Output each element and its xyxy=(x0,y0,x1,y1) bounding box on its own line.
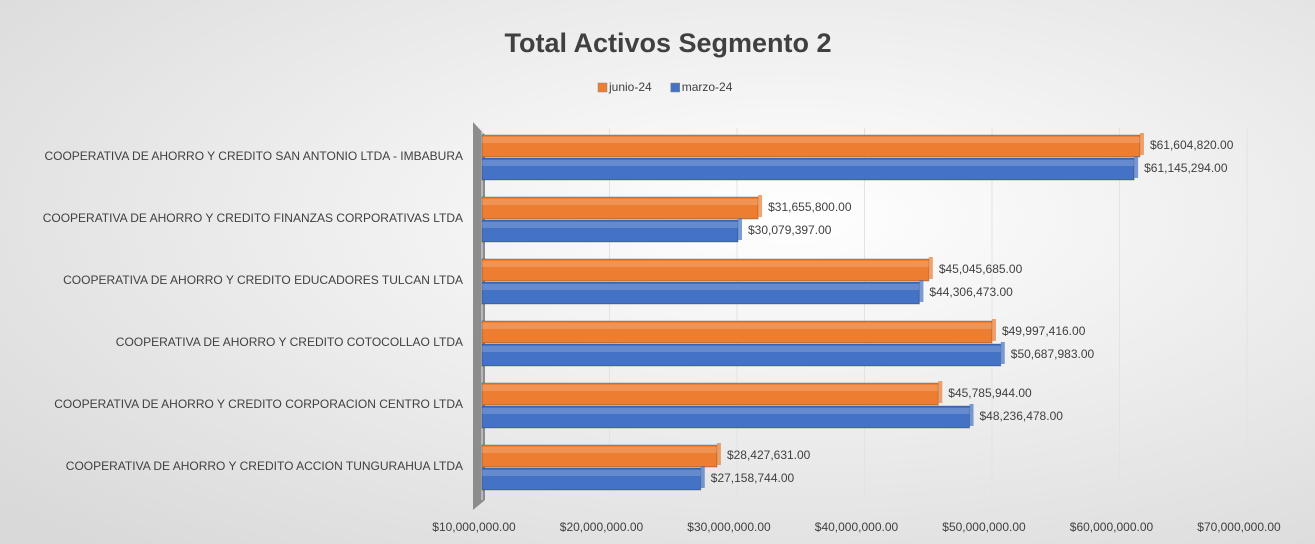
legend-swatch xyxy=(670,82,680,93)
data-label: $61,604,820.00 xyxy=(1150,138,1234,152)
bar-highlight xyxy=(482,447,717,453)
y-tick-label: COOPERATIVA DE AHORRO Y CREDITO SAN ANTO… xyxy=(44,149,463,163)
bar-end xyxy=(991,319,996,341)
bar xyxy=(481,382,939,406)
data-label: $44,306,473.00 xyxy=(929,285,1013,299)
data-label: $31,655,800.00 xyxy=(768,200,852,214)
data-label: $48,236,478.00 xyxy=(980,409,1064,423)
bar-end xyxy=(1139,133,1144,155)
bar-end xyxy=(700,466,705,488)
x-tick-label: $40,000,000.00 xyxy=(815,520,899,534)
y-tick-label: COOPERATIVA DE AHORRO Y CREDITO EDUCADOR… xyxy=(63,273,463,287)
bar-highlight xyxy=(482,160,1135,166)
bar-highlight xyxy=(482,385,939,391)
bar-end xyxy=(919,280,924,302)
data-label: $30,079,397.00 xyxy=(748,223,832,237)
y-tick-label: COOPERATIVA DE AHORRO Y CREDITO ACCION T… xyxy=(66,459,463,473)
bar-highlight xyxy=(482,222,739,228)
bar-highlight xyxy=(482,284,920,290)
legend-label: marzo-24 xyxy=(682,80,733,94)
data-label: $49,997,416.00 xyxy=(1002,324,1086,338)
bar-end xyxy=(938,381,943,403)
bar-highlight xyxy=(482,137,1140,143)
x-tick-label: $50,000,000.00 xyxy=(942,520,1026,534)
data-label: $45,785,944.00 xyxy=(948,386,1032,400)
data-label: $28,427,631.00 xyxy=(727,448,811,462)
bar-highlight xyxy=(482,346,1001,352)
x-tick-label: $30,000,000.00 xyxy=(687,520,771,534)
legend-label: junio-24 xyxy=(608,80,652,94)
bar-end xyxy=(928,257,933,279)
bar-end xyxy=(969,404,974,426)
y-tick-label: COOPERATIVA DE AHORRO Y CREDITO CORPORAC… xyxy=(54,397,463,411)
chart-title: Total Activos Segmento 2 xyxy=(504,28,831,58)
data-label: $50,687,983.00 xyxy=(1011,347,1095,361)
y-tick-label: COOPERATIVA DE AHORRO Y CREDITO COTOCOLL… xyxy=(116,335,463,349)
data-label: $45,045,685.00 xyxy=(939,262,1023,276)
bar-highlight xyxy=(482,470,701,476)
bar-end xyxy=(738,218,743,240)
y-tick-label: COOPERATIVA DE AHORRO Y CREDITO FINANZAS… xyxy=(43,211,463,225)
bar-highlight xyxy=(482,199,759,205)
x-tick-label: $10,000,000.00 xyxy=(432,520,516,534)
x-tick-label: $60,000,000.00 xyxy=(1070,520,1154,534)
bar-end xyxy=(1000,342,1005,364)
bar-end xyxy=(1134,156,1139,178)
legend-swatch xyxy=(597,82,608,93)
x-tick-label: $70,000,000.00 xyxy=(1197,520,1281,534)
bar-end xyxy=(758,195,763,217)
bar-highlight xyxy=(482,323,992,329)
bar-end xyxy=(716,443,721,465)
x-tick-label: $20,000,000.00 xyxy=(560,520,644,534)
data-label: $27,158,744.00 xyxy=(711,471,795,485)
data-label: $61,145,294.00 xyxy=(1144,161,1228,175)
bar-highlight xyxy=(482,408,970,414)
bar-highlight xyxy=(482,261,929,267)
